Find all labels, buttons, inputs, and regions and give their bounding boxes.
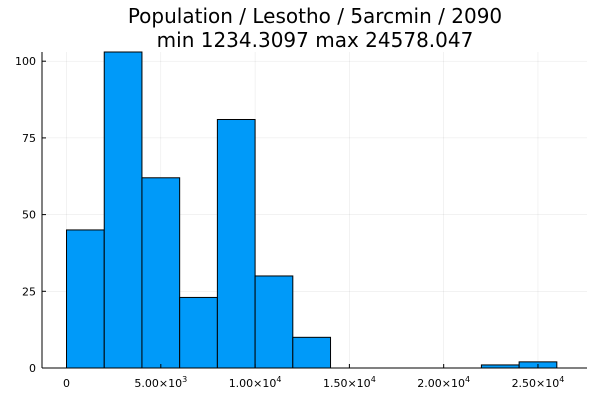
x-tick-exponent: 3 xyxy=(182,375,187,384)
y-tick-labels: 0 25 50 75 100 xyxy=(15,55,36,375)
x-tick-mantissa: 5.00×10 xyxy=(134,377,182,390)
x-tick-mantissa: 1.00×10 xyxy=(229,377,277,390)
histogram-bar xyxy=(141,177,181,369)
histogram-bar xyxy=(66,229,105,369)
y-tick-label: 25 xyxy=(22,285,36,298)
histogram-bar xyxy=(179,296,218,369)
axes xyxy=(41,52,587,369)
x-tick-exponent: 4 xyxy=(276,375,281,384)
histogram-bar xyxy=(254,275,294,369)
x-tick-exponent: 4 xyxy=(371,375,376,384)
histogram-bar xyxy=(292,336,332,369)
x-tick-label: 1.50×104 xyxy=(323,375,376,390)
x-tick-mantissa: 2.00×10 xyxy=(417,377,465,390)
chart-title: Population / Lesotho / 5arcmin / 2090 xyxy=(128,4,502,28)
x-tick-label: 5.00×103 xyxy=(134,375,187,390)
x-tick-mantissa: 0 xyxy=(63,377,70,390)
chart-subtitle: min 1234.3097 max 24578.047 xyxy=(157,28,474,52)
x-tick-mantissa: 1.50×10 xyxy=(323,377,371,390)
x-tick-exponent: 4 xyxy=(465,375,470,384)
x-tick-labels: 0 5.00×103 1.00×104 1.50×104 2.00×104 2.50×10… xyxy=(63,375,564,390)
histogram-bars xyxy=(66,51,558,369)
y-tick-label: 50 xyxy=(22,209,36,222)
histogram-bar xyxy=(216,118,256,369)
tick-marks xyxy=(42,60,539,369)
x-tick-label: 2.00×104 xyxy=(417,375,470,390)
x-tick-label: 2.50×104 xyxy=(512,375,565,390)
x-tick-label: 1.00×104 xyxy=(229,375,282,390)
x-tick-label: 0 xyxy=(63,377,70,390)
y-tick-label: 0 xyxy=(29,362,36,375)
x-tick-exponent: 4 xyxy=(559,375,564,384)
y-tick-label: 100 xyxy=(15,55,36,68)
x-tick-mantissa: 2.50×10 xyxy=(512,377,560,390)
histogram-bar xyxy=(103,51,143,369)
y-tick-label: 75 xyxy=(22,132,36,145)
